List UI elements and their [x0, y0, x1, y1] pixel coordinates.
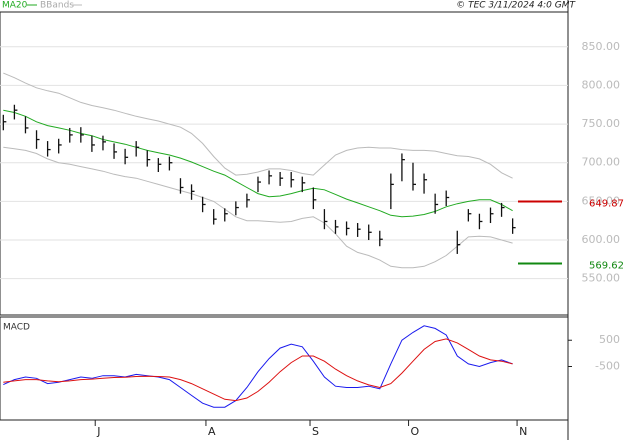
- x-tick-label: O: [411, 425, 420, 438]
- macd-title: MACD: [3, 323, 30, 333]
- macd-line: [3, 325, 513, 408]
- legend-bbands: BBands: [40, 1, 74, 11]
- y-tick-label: -500: [595, 359, 620, 372]
- level-label: 569.62: [589, 261, 624, 272]
- x-tick-label: A: [208, 425, 216, 438]
- upper-band: [3, 72, 513, 179]
- y-tick-label: 650.00: [582, 194, 621, 207]
- x-tick-label: N: [519, 425, 527, 438]
- macd-line: [3, 338, 513, 402]
- y-tick-label: 800.00: [582, 78, 621, 91]
- ma-line: [3, 109, 513, 218]
- y-tick-label: 700.00: [582, 156, 621, 169]
- x-tick-label: S: [312, 425, 319, 438]
- y-tick-label: 550.00: [582, 272, 621, 285]
- lower-band: [3, 146, 513, 269]
- level-label: 649.87: [589, 198, 624, 209]
- x-tick-label: J: [96, 425, 100, 438]
- watermark: © TEC 3/11/2024 4:0 GMT: [456, 1, 576, 11]
- y-tick-label: 750.00: [582, 117, 621, 130]
- price-panel: [0, 11, 569, 316]
- y-tick-label: 850.00: [582, 40, 621, 53]
- legend-ma: MA20: [2, 1, 28, 11]
- y-tick-label: 600.00: [582, 233, 621, 246]
- y-tick-label: 500: [599, 333, 620, 346]
